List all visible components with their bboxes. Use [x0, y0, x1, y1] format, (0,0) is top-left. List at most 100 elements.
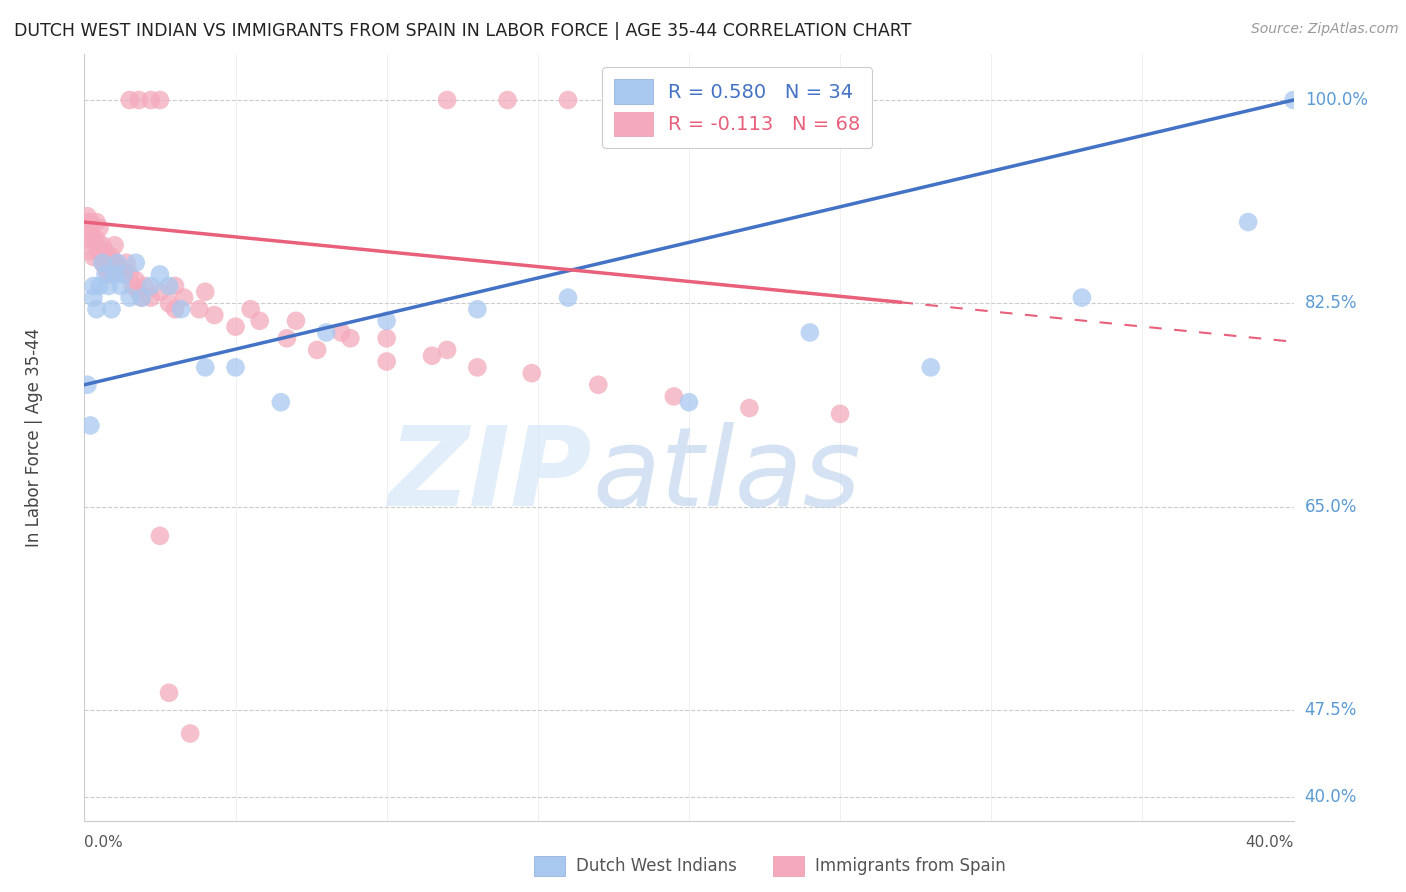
- Point: [1282, 93, 1305, 107]
- Point: [125, 256, 148, 270]
- Point: [139, 279, 162, 293]
- Text: In Labor Force | Age 35-44: In Labor Force | Age 35-44: [24, 327, 42, 547]
- Point: [76, 232, 98, 246]
- Point: [139, 93, 162, 107]
- Point: [89, 220, 111, 235]
- Point: [188, 302, 211, 317]
- Point: [115, 256, 138, 270]
- Point: [436, 93, 458, 107]
- Point: [91, 256, 114, 270]
- Point: [76, 209, 98, 223]
- Point: [89, 279, 111, 293]
- Text: Immigrants from Spain: Immigrants from Spain: [815, 857, 1007, 875]
- Point: [100, 250, 122, 264]
- Point: [89, 244, 111, 259]
- Point: [104, 256, 127, 270]
- Point: [79, 215, 101, 229]
- Legend: R = 0.580   N = 34, R = -0.113   N = 68: R = 0.580 N = 34, R = -0.113 N = 68: [602, 67, 872, 148]
- Point: [194, 285, 217, 299]
- Point: [131, 291, 153, 305]
- Point: [118, 93, 141, 107]
- Point: [557, 291, 579, 305]
- Point: [799, 326, 821, 340]
- Point: [249, 314, 271, 328]
- Point: [157, 296, 180, 310]
- Text: 82.5%: 82.5%: [1305, 294, 1357, 312]
- Point: [225, 319, 247, 334]
- Point: [239, 302, 262, 317]
- Text: ZIP: ZIP: [388, 422, 592, 529]
- Point: [118, 268, 141, 282]
- Point: [79, 244, 101, 259]
- Point: [94, 261, 117, 276]
- Point: [520, 366, 543, 380]
- Point: [179, 726, 201, 740]
- Point: [86, 302, 108, 317]
- Point: [194, 360, 217, 375]
- Text: 40.0%: 40.0%: [1305, 789, 1357, 806]
- Point: [662, 389, 685, 403]
- Point: [270, 395, 292, 409]
- Point: [82, 291, 104, 305]
- Point: [79, 227, 101, 241]
- Text: 65.0%: 65.0%: [1305, 498, 1357, 516]
- Point: [202, 308, 225, 322]
- Point: [100, 268, 122, 282]
- Point: [588, 377, 610, 392]
- Point: [112, 268, 135, 282]
- Point: [149, 268, 172, 282]
- Point: [307, 343, 329, 357]
- Point: [467, 360, 489, 375]
- Text: 100.0%: 100.0%: [1305, 91, 1368, 109]
- Text: Dutch West Indians: Dutch West Indians: [576, 857, 737, 875]
- Text: Source: ZipAtlas.com: Source: ZipAtlas.com: [1251, 22, 1399, 37]
- Point: [170, 302, 193, 317]
- Point: [97, 268, 120, 282]
- Point: [678, 395, 700, 409]
- Point: [375, 331, 398, 345]
- Point: [285, 314, 308, 328]
- Point: [139, 291, 162, 305]
- Point: [110, 261, 132, 276]
- Point: [149, 93, 172, 107]
- Point: [165, 279, 187, 293]
- Point: [118, 291, 141, 305]
- Point: [112, 268, 135, 282]
- Point: [94, 244, 117, 259]
- Point: [738, 401, 761, 415]
- Point: [467, 302, 489, 317]
- Point: [128, 93, 150, 107]
- Point: [79, 418, 101, 433]
- Point: [110, 279, 132, 293]
- Point: [375, 354, 398, 368]
- Point: [315, 326, 337, 340]
- Point: [134, 279, 156, 293]
- Point: [157, 279, 180, 293]
- Point: [149, 285, 172, 299]
- Point: [121, 279, 143, 293]
- Point: [330, 326, 353, 340]
- Point: [86, 232, 108, 246]
- Point: [82, 279, 104, 293]
- Point: [91, 238, 114, 252]
- Point: [165, 302, 187, 317]
- Point: [678, 93, 700, 107]
- Point: [375, 314, 398, 328]
- Point: [131, 291, 153, 305]
- Point: [86, 215, 108, 229]
- Point: [149, 529, 172, 543]
- Point: [104, 238, 127, 252]
- Text: 0.0%: 0.0%: [84, 835, 124, 849]
- Point: [420, 349, 443, 363]
- Point: [91, 256, 114, 270]
- Point: [339, 331, 361, 345]
- Point: [557, 93, 579, 107]
- Point: [157, 686, 180, 700]
- Point: [125, 273, 148, 287]
- Text: 40.0%: 40.0%: [1246, 835, 1294, 849]
- Point: [82, 232, 104, 246]
- Point: [76, 215, 98, 229]
- Text: 47.5%: 47.5%: [1305, 701, 1357, 719]
- Point: [94, 268, 117, 282]
- Point: [276, 331, 298, 345]
